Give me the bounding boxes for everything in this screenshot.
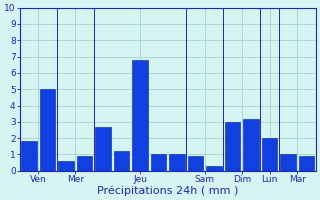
Bar xyxy=(95,127,111,171)
Bar xyxy=(280,154,296,171)
X-axis label: Précipitations 24h ( mm ): Précipitations 24h ( mm ) xyxy=(97,185,238,196)
Bar xyxy=(225,122,240,171)
Bar xyxy=(77,156,92,171)
Bar xyxy=(151,154,166,171)
Bar xyxy=(169,154,185,171)
Bar xyxy=(114,151,130,171)
Bar xyxy=(243,119,259,171)
Bar xyxy=(206,166,222,171)
Bar xyxy=(262,138,277,171)
Bar xyxy=(132,60,148,171)
Bar xyxy=(58,161,74,171)
Bar xyxy=(40,89,55,171)
Bar xyxy=(21,141,37,171)
Bar xyxy=(188,156,204,171)
Bar xyxy=(299,156,315,171)
